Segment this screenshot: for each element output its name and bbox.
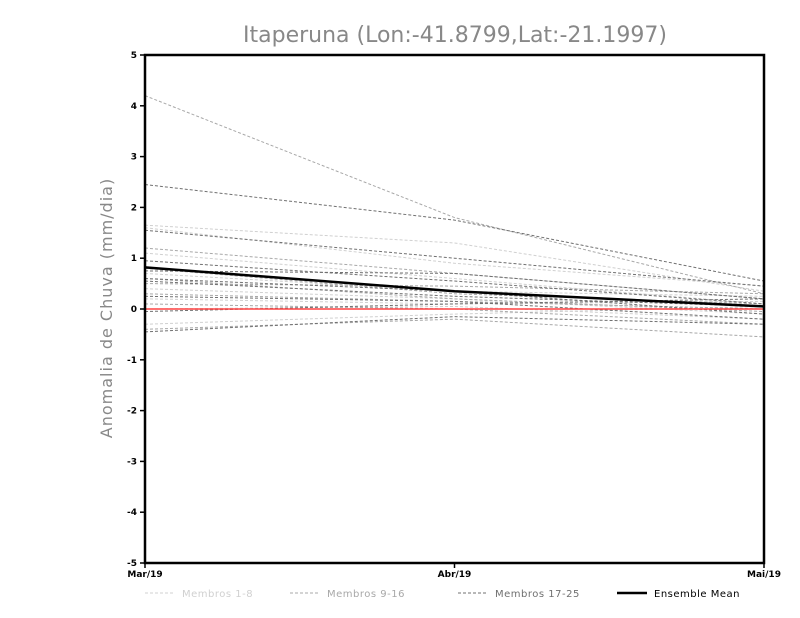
member-line-21 xyxy=(144,278,765,315)
member-line-19 xyxy=(144,260,765,305)
x-tick-label: Abr/19 xyxy=(438,570,472,580)
y-tick-label: 3 xyxy=(131,153,137,163)
legend-label-3: Membros 17-25 xyxy=(495,589,580,600)
y-tick-label: -3 xyxy=(127,457,137,467)
member-line-25 xyxy=(144,280,765,307)
member-line-2 xyxy=(144,252,765,305)
y-tick-label: 5 xyxy=(131,51,137,61)
legend-label-4: Ensemble Mean xyxy=(654,589,740,600)
ensemble-mean-line xyxy=(144,266,765,308)
y-tick-label: 0 xyxy=(131,305,137,315)
x-tick-label: Mar/19 xyxy=(127,570,162,580)
y-tick-label: -4 xyxy=(127,508,137,518)
y-tick-label: -5 xyxy=(127,559,137,569)
x-tick-label: Mai/19 xyxy=(747,570,781,580)
y-tick-label: 2 xyxy=(131,203,137,213)
member-line-18 xyxy=(144,229,765,287)
x-axis: Mar/19 Abr/19 Mai/19 xyxy=(127,563,781,580)
legend: Membros 1-8 Membros 9-16 Membros 17-25 Ense… xyxy=(145,589,740,600)
y-tick-label: 4 xyxy=(131,102,137,112)
member-line-22 xyxy=(144,295,765,320)
y-axis-label: Anomalia de Chuva (mm/dia) xyxy=(97,178,116,438)
member-line-20 xyxy=(144,270,765,300)
ensemble-mean-group xyxy=(144,266,765,308)
member-line-8 xyxy=(144,227,765,287)
member-line-3 xyxy=(144,272,765,297)
y-tick-label: 1 xyxy=(131,254,137,264)
member-line-12 xyxy=(144,278,765,313)
member-line-1 xyxy=(144,224,765,292)
y-axis: 5 4 3 2 1 0 -1 -2 -3 -4 -5 xyxy=(127,51,145,569)
member-line-17 xyxy=(144,184,765,282)
member-line-9 xyxy=(144,95,765,295)
member-line-16 xyxy=(144,283,765,295)
member-line-6 xyxy=(144,305,765,320)
member-line-14 xyxy=(144,303,765,325)
member-line-15 xyxy=(144,318,765,338)
member-line-24 xyxy=(144,316,765,333)
chart-title: Itaperuna (Lon:-41.8799,Lat:-21.1997) xyxy=(243,23,667,48)
legend-label-2: Membros 9-16 xyxy=(327,589,405,600)
legend-label-1: Membros 1-8 xyxy=(182,589,253,600)
y-tick-label: -2 xyxy=(127,407,137,417)
y-tick-label: -1 xyxy=(127,356,137,366)
